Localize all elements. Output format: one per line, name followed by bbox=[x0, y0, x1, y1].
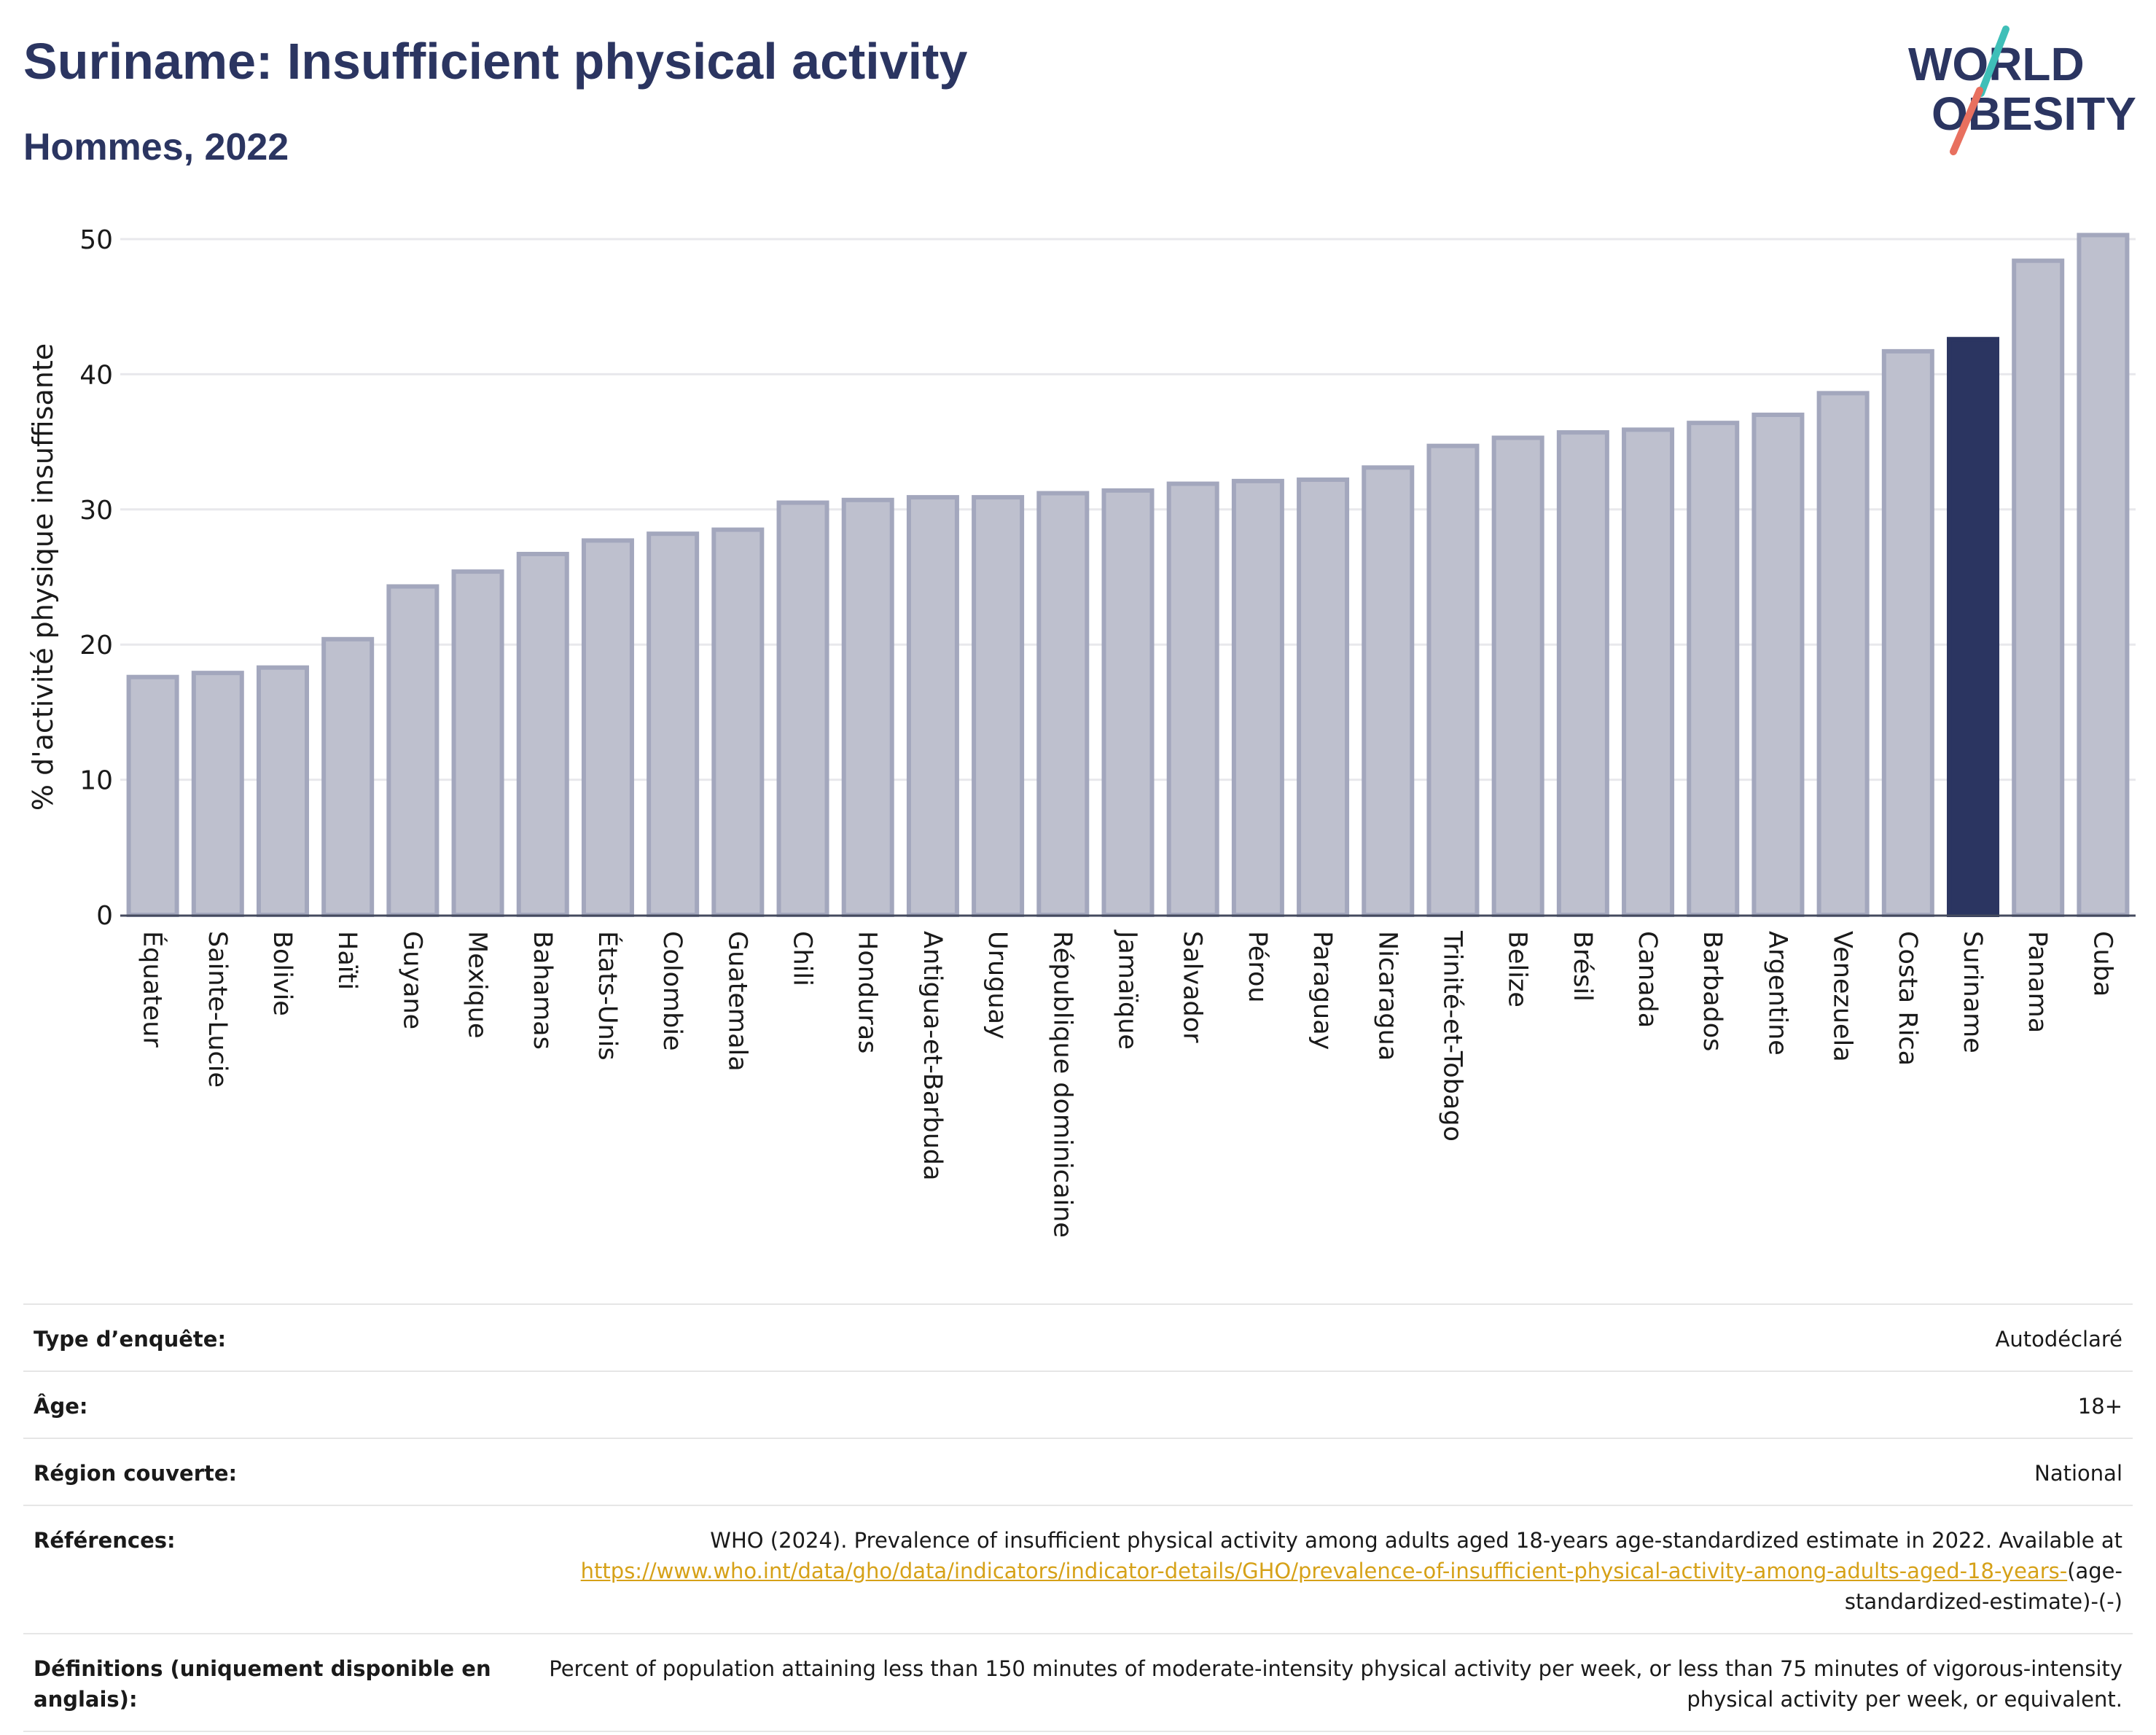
bar bbox=[2012, 258, 2065, 917]
bar-chart: 0 10 20 30 40 50 Équateur Sainte-Lucie Bolivie H… bbox=[27, 225, 2136, 1238]
bar bbox=[256, 665, 309, 918]
x-tick-label: Costa Rica bbox=[1893, 931, 1922, 1066]
x-tick-label: Brésil bbox=[1568, 931, 1597, 1002]
meta-row-definitions: Définitions (uniquement disponible en an… bbox=[23, 1633, 2133, 1733]
x-tick-label: Cuba bbox=[2087, 931, 2117, 997]
bar bbox=[1622, 427, 1675, 917]
bar bbox=[191, 671, 244, 917]
y-tick-label: 0 bbox=[96, 901, 113, 931]
meta-row-references: Références: WHO (2024). Prevalence of in… bbox=[23, 1505, 2133, 1633]
x-tick-label: Suriname bbox=[1958, 931, 1987, 1053]
references-value: WHO (2024). Prevalence of insufficient p… bbox=[544, 1525, 2122, 1617]
y-tick-label: 40 bbox=[79, 360, 113, 390]
bar bbox=[1166, 481, 1219, 918]
x-tick-label: Trinité-et-Tobago bbox=[1437, 930, 1466, 1142]
logo-slash-coral bbox=[1950, 87, 1983, 155]
bar bbox=[1297, 477, 1350, 917]
x-tick-label: Haïti bbox=[332, 931, 362, 990]
survey-type-value: Autodéclaré bbox=[1995, 1327, 2122, 1352]
bar bbox=[2077, 233, 2130, 918]
bar bbox=[1751, 413, 1805, 917]
y-axis-ticks: 0 10 20 30 40 50 bbox=[79, 225, 113, 931]
y-axis-label: % d'activité physique insuffisante bbox=[27, 343, 59, 811]
references-link[interactable]: https://www.who.int/data/gho/data/indica… bbox=[580, 1559, 2068, 1584]
y-tick-label: 30 bbox=[79, 496, 113, 526]
chart-subtitle: Hommes, 2022 bbox=[23, 126, 289, 168]
logo-slash-teal bbox=[1977, 26, 2009, 97]
survey-type-label: Type d’enquête: bbox=[34, 1327, 227, 1352]
x-tick-label: Guyane bbox=[397, 931, 426, 1029]
y-tick-label: 20 bbox=[79, 631, 113, 660]
x-tick-label: Sainte-Lucie bbox=[203, 931, 232, 1088]
chart-title: Suriname: Insufficient physical activity bbox=[23, 33, 968, 90]
x-tick-label: Équateur bbox=[138, 931, 168, 1048]
x-tick-label: Bahamas bbox=[528, 931, 557, 1050]
bar bbox=[1231, 478, 1284, 917]
y-tick-label: 50 bbox=[79, 225, 113, 255]
bar bbox=[711, 527, 765, 917]
x-tick-label: Argentine bbox=[1762, 931, 1792, 1056]
x-tick-label: Uruguay bbox=[983, 931, 1012, 1040]
metadata-table: Type d’enquête: Autodéclaré Âge: 18+ Rég… bbox=[23, 1303, 2133, 1733]
age-value: 18+ bbox=[2077, 1394, 2122, 1419]
world-obesity-logo: WORLD OBESITY bbox=[1908, 26, 2136, 155]
bar bbox=[906, 495, 959, 917]
x-axis-labels: Équateur Sainte-Lucie Bolivie Haïti Guyane Me… bbox=[138, 929, 2117, 1238]
bar bbox=[1491, 435, 1544, 917]
x-tick-label: Antigua-et-Barbuda bbox=[918, 931, 947, 1181]
x-tick-label: Honduras bbox=[853, 931, 882, 1053]
x-tick-label: Paraguay bbox=[1308, 931, 1337, 1050]
bar bbox=[1881, 348, 1934, 917]
definitions-label: Définitions (uniquement disponible en an… bbox=[34, 1656, 491, 1712]
bar bbox=[1687, 421, 1740, 918]
x-tick-label: Venezuela bbox=[1828, 931, 1857, 1062]
bar bbox=[321, 636, 375, 917]
x-tick-label: Nicaragua bbox=[1372, 931, 1402, 1061]
bar bbox=[1426, 443, 1480, 917]
meta-row-age: Âge: 18+ bbox=[23, 1371, 2133, 1438]
references-label: Références: bbox=[34, 1528, 176, 1553]
bar bbox=[1036, 491, 1090, 917]
bar bbox=[647, 531, 700, 917]
bar bbox=[1556, 430, 1609, 917]
x-tick-label: Belize bbox=[1503, 931, 1532, 1007]
bars bbox=[126, 233, 2130, 918]
x-tick-label: Jamaïque bbox=[1113, 929, 1142, 1050]
region-value: National bbox=[2034, 1461, 2122, 1486]
bar bbox=[516, 551, 569, 917]
bar bbox=[841, 497, 894, 917]
x-tick-label: Canada bbox=[1633, 931, 1662, 1028]
x-tick-label: Panama bbox=[2023, 931, 2052, 1033]
x-tick-label: Guatemala bbox=[722, 931, 751, 1072]
x-tick-label: Mexique bbox=[463, 931, 492, 1039]
bar bbox=[1362, 465, 1415, 917]
bar bbox=[1947, 337, 2000, 918]
meta-row-survey: Type d’enquête: Autodéclaré bbox=[23, 1303, 2133, 1371]
bar bbox=[386, 584, 440, 918]
x-tick-label: Salvador bbox=[1178, 931, 1207, 1043]
references-text: WHO (2024). Prevalence of insufficient p… bbox=[710, 1528, 2122, 1553]
definitions-value: Percent of population attaining less tha… bbox=[549, 1656, 2122, 1712]
bar bbox=[776, 500, 829, 917]
region-label: Région couverte: bbox=[34, 1461, 238, 1486]
bar bbox=[1101, 488, 1155, 917]
y-tick-label: 10 bbox=[79, 766, 113, 796]
bar bbox=[1816, 391, 1870, 917]
x-tick-label: Colombie bbox=[657, 931, 687, 1051]
x-tick-label: Barbados bbox=[1698, 931, 1727, 1051]
bar bbox=[451, 569, 504, 917]
x-tick-label: Bolivie bbox=[267, 931, 297, 1016]
bar bbox=[581, 538, 634, 917]
x-tick-label: Chili bbox=[788, 931, 817, 986]
x-tick-label: Pérou bbox=[1243, 931, 1272, 1003]
meta-row-region: Région couverte: National bbox=[23, 1438, 2133, 1505]
references-suffix: (age-standardized-estimate)-(-) bbox=[1844, 1559, 2122, 1615]
age-label: Âge: bbox=[34, 1394, 88, 1419]
x-tick-label: République dominicaine bbox=[1047, 931, 1077, 1238]
bar bbox=[126, 674, 179, 917]
x-tick-label: États-Unis bbox=[593, 931, 623, 1061]
bar bbox=[972, 495, 1025, 917]
